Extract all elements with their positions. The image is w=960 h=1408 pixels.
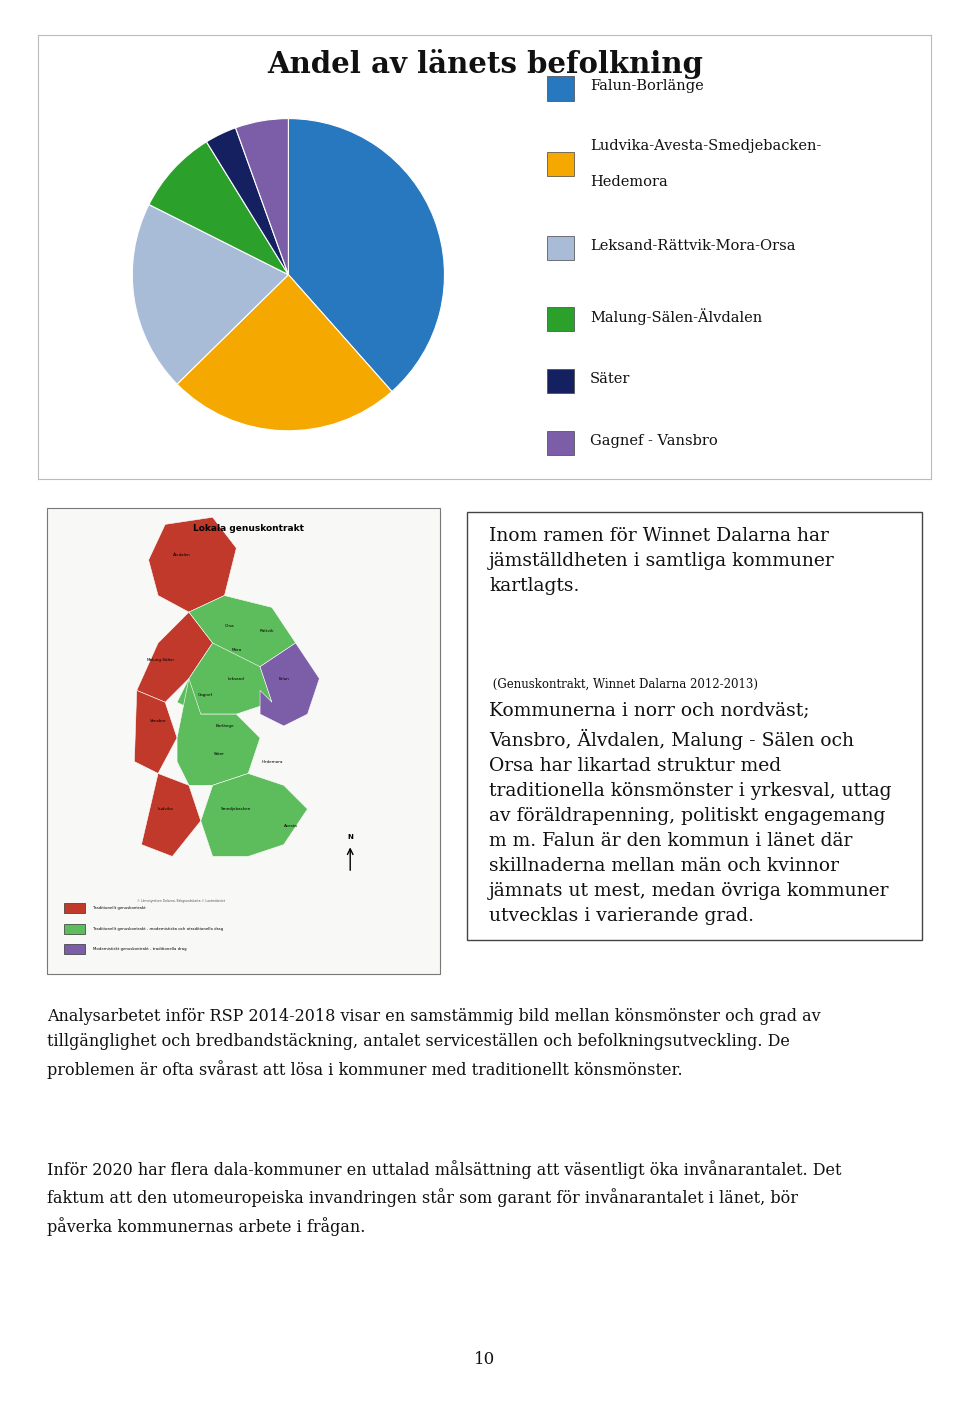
FancyBboxPatch shape <box>467 513 923 941</box>
Text: Inom ramen för Winnet Dalarna har
jämställdheten i samtliga kommuner
kartlagts.: Inom ramen för Winnet Dalarna har jämstä… <box>490 527 835 596</box>
Text: (Genuskontrakt, Winnet Dalarna 2012-2013): (Genuskontrakt, Winnet Dalarna 2012-2013… <box>490 679 758 691</box>
FancyBboxPatch shape <box>547 237 574 260</box>
FancyBboxPatch shape <box>547 76 574 100</box>
Text: Säter: Säter <box>590 372 631 386</box>
Text: Ludvika-Avesta-Smedjebacken-: Ludvika-Avesta-Smedjebacken- <box>590 139 822 153</box>
Text: Leksand-Rättvik-Mora-Orsa: Leksand-Rättvik-Mora-Orsa <box>590 239 796 253</box>
Text: Falun-Borlänge: Falun-Borlänge <box>590 79 704 93</box>
FancyBboxPatch shape <box>547 369 574 393</box>
Text: Andel av länets befolkning: Andel av länets befolkning <box>267 48 703 79</box>
Text: Hedemora: Hedemora <box>590 175 668 189</box>
Text: Gagnef - Vansbro: Gagnef - Vansbro <box>590 434 718 448</box>
FancyBboxPatch shape <box>547 307 574 331</box>
Text: Analysarbetet inför RSP 2014-2018 visar en samstämmig bild mellan könsmönster oc: Analysarbetet inför RSP 2014-2018 visar … <box>47 1008 821 1079</box>
Text: Kommunerna i norr och nordväst;
Vansbro, Älvdalen, Malung - Sälen och
Orsa har l: Kommunerna i norr och nordväst; Vansbro,… <box>490 703 892 925</box>
FancyBboxPatch shape <box>547 152 574 176</box>
Text: 10: 10 <box>474 1350 495 1367</box>
FancyBboxPatch shape <box>547 431 574 455</box>
Text: Malung-Sälen-Älvdalen: Malung-Sälen-Älvdalen <box>590 308 762 325</box>
FancyBboxPatch shape <box>47 508 440 974</box>
Text: Inför 2020 har flera dala-kommuner en uttalad målsättning att väsentligt öka inv: Inför 2020 har flera dala-kommuner en ut… <box>47 1160 842 1236</box>
